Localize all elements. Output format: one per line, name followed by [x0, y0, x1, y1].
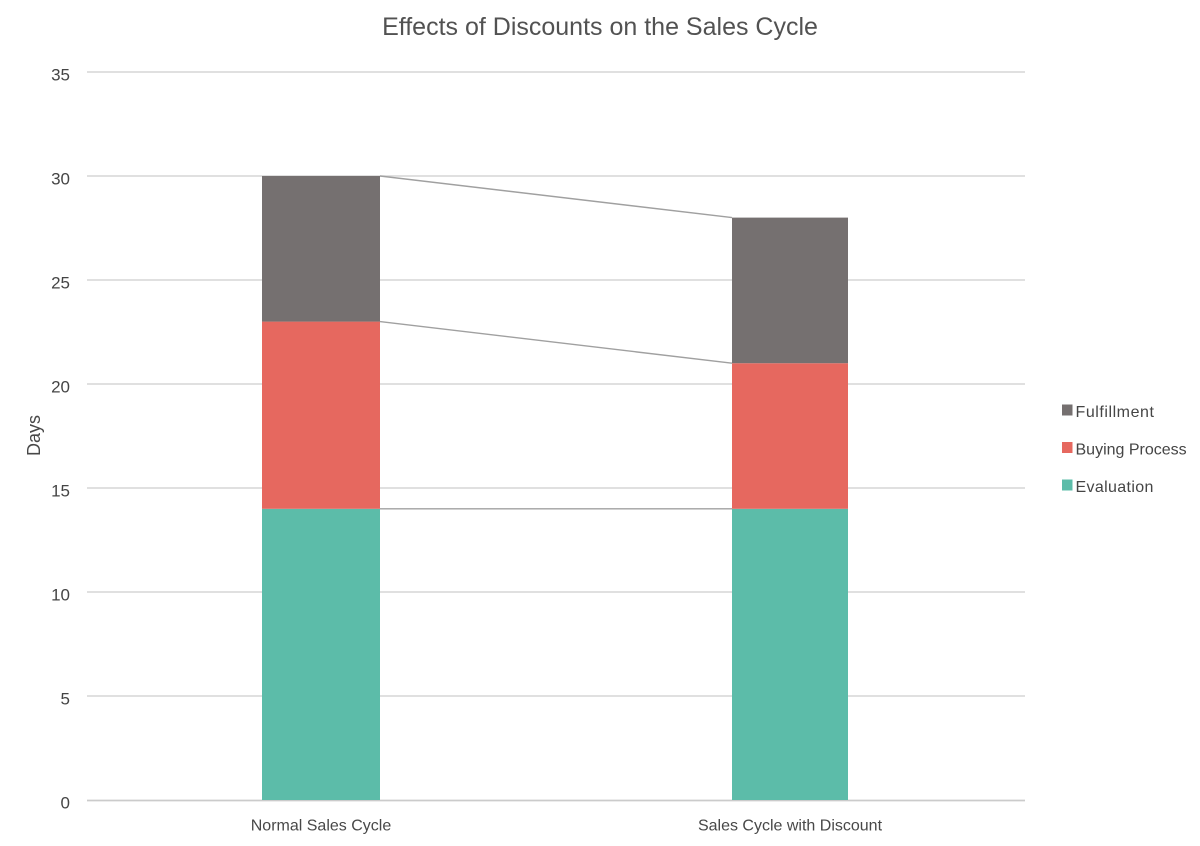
- svg-text:20: 20: [51, 378, 70, 397]
- svg-text:25: 25: [51, 274, 70, 293]
- svg-text:15: 15: [51, 482, 70, 501]
- svg-text:Evaluation: Evaluation: [1076, 479, 1154, 496]
- svg-text:0: 0: [61, 794, 70, 813]
- svg-text:Sales Cycle with Discount: Sales Cycle with Discount: [698, 818, 883, 835]
- svg-text:Normal Sales Cycle: Normal Sales Cycle: [251, 818, 392, 835]
- svg-text:Days: Days: [24, 415, 44, 456]
- svg-text:10: 10: [51, 586, 70, 605]
- svg-text:Fulfillment: Fulfillment: [1076, 404, 1155, 421]
- svg-text:30: 30: [51, 170, 70, 189]
- svg-text:Effects of Discounts on the Sa: Effects of Discounts on the Sales Cycle: [382, 13, 818, 41]
- svg-text:5: 5: [61, 690, 70, 709]
- svg-text:35: 35: [51, 66, 70, 85]
- svg-text:Buying Process: Buying Process: [1076, 442, 1187, 459]
